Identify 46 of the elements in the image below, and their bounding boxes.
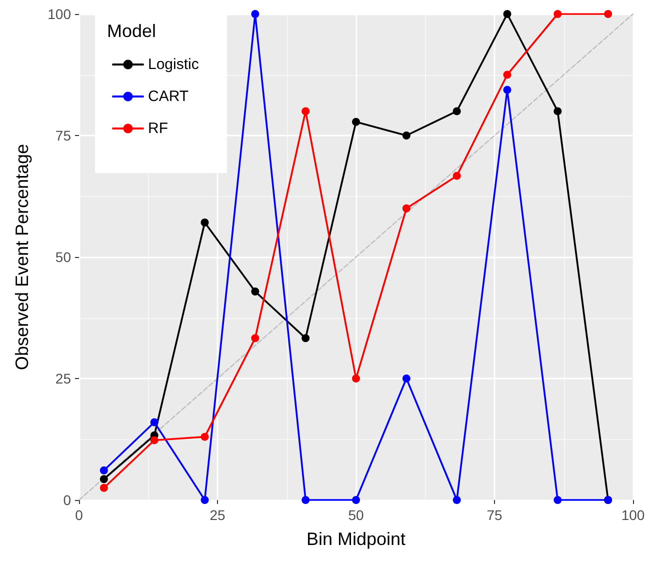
point (554, 496, 562, 504)
point (251, 288, 260, 296)
point (251, 10, 260, 18)
y-tick-label: 100 (48, 6, 72, 22)
x-tick-label: 25 (210, 507, 226, 523)
legend-label: CART (148, 88, 189, 105)
point (251, 334, 260, 342)
x-tick-label: 50 (348, 507, 364, 523)
point (402, 132, 410, 140)
x-tick-label: 100 (621, 507, 645, 523)
point (452, 172, 461, 180)
x-axis-title: Bin Midpoint (306, 529, 406, 549)
point (302, 496, 310, 504)
y-axis-title: Observed Event Percentage (12, 144, 32, 370)
legend-label: RF (148, 120, 168, 137)
point (100, 475, 108, 484)
point (554, 10, 562, 18)
y-tick-label: 75 (55, 128, 72, 144)
y-tick-label: 0 (63, 492, 72, 508)
y-tick-label: 25 (55, 370, 72, 386)
point (452, 496, 461, 504)
point (402, 374, 410, 382)
point (352, 118, 360, 126)
x-tick-label: 75 (486, 507, 502, 523)
legend-title: Model (107, 21, 156, 41)
point (452, 107, 461, 116)
point (302, 334, 310, 342)
point (150, 418, 158, 426)
point (100, 466, 108, 474)
point (302, 107, 310, 116)
legend-label: Logistic (148, 56, 200, 73)
point (200, 496, 209, 504)
point (352, 374, 360, 382)
y-tick-label: 50 (55, 249, 72, 265)
x-tick-label: 0 (75, 507, 84, 523)
point (503, 86, 512, 94)
point (503, 10, 512, 18)
point (604, 10, 612, 18)
point (200, 218, 209, 226)
point (402, 204, 410, 212)
point (100, 484, 108, 492)
point (200, 432, 209, 441)
point (554, 107, 562, 116)
point (352, 496, 360, 504)
point (150, 436, 158, 444)
point (503, 70, 512, 79)
